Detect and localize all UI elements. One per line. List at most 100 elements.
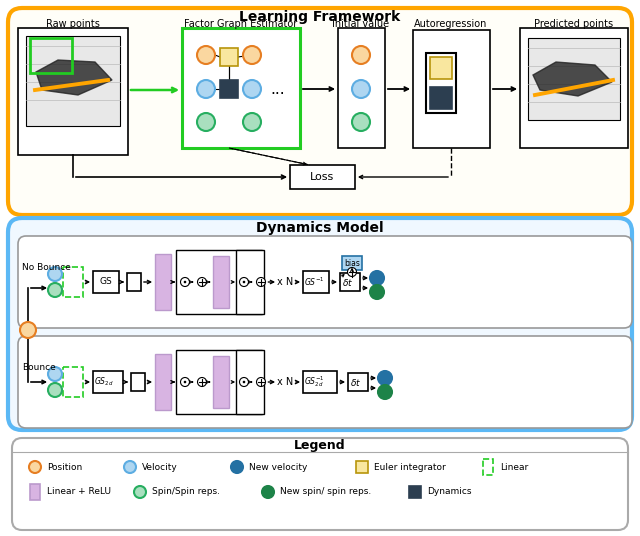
Bar — [176, 350, 262, 414]
Polygon shape — [36, 60, 112, 95]
Bar — [356, 461, 368, 473]
Bar — [182, 28, 300, 148]
Circle shape — [48, 267, 62, 281]
Bar — [213, 356, 229, 408]
Circle shape — [231, 461, 243, 473]
Text: Legend: Legend — [294, 440, 346, 452]
Bar — [26, 36, 120, 126]
Bar — [30, 484, 40, 500]
Bar — [63, 367, 83, 397]
Text: Learning Framework: Learning Framework — [239, 10, 401, 24]
Bar — [430, 87, 452, 109]
Text: New spin/ spin reps.: New spin/ spin reps. — [280, 488, 371, 496]
Circle shape — [243, 113, 261, 131]
Text: $GS^{-1}$: $GS^{-1}$ — [304, 276, 324, 288]
Bar — [213, 256, 229, 308]
Bar — [342, 256, 362, 270]
Circle shape — [243, 46, 261, 64]
Circle shape — [124, 461, 136, 473]
Circle shape — [20, 322, 36, 338]
Text: Autoregression: Autoregression — [414, 19, 488, 29]
Circle shape — [48, 283, 62, 297]
Circle shape — [29, 461, 41, 473]
Text: New velocity: New velocity — [249, 463, 307, 472]
Text: Predicted points: Predicted points — [534, 19, 614, 29]
Text: x N: x N — [277, 277, 293, 287]
Bar — [413, 30, 490, 148]
Text: Position: Position — [47, 463, 83, 472]
Circle shape — [243, 381, 245, 383]
Circle shape — [198, 278, 207, 287]
Text: No Bounce: No Bounce — [22, 264, 71, 272]
Circle shape — [378, 371, 392, 385]
Text: x N: x N — [277, 377, 293, 387]
Text: $\delta t$: $\delta t$ — [350, 376, 362, 388]
Circle shape — [352, 80, 370, 98]
Bar — [303, 371, 337, 393]
Text: Linear: Linear — [500, 463, 528, 472]
Bar — [483, 459, 493, 475]
Text: Loss: Loss — [310, 172, 334, 182]
Bar — [520, 28, 628, 148]
Text: $GS_{2d}^{-1}$: $GS_{2d}^{-1}$ — [304, 375, 324, 390]
Bar — [131, 373, 145, 391]
Bar — [236, 350, 264, 414]
Circle shape — [257, 377, 266, 386]
Circle shape — [243, 80, 261, 98]
Circle shape — [197, 113, 215, 131]
FancyBboxPatch shape — [8, 218, 632, 430]
Circle shape — [48, 383, 62, 397]
FancyBboxPatch shape — [18, 336, 632, 428]
Text: GS: GS — [100, 278, 113, 287]
Circle shape — [180, 278, 189, 287]
Bar — [155, 354, 171, 410]
Circle shape — [243, 281, 245, 284]
Bar — [338, 28, 385, 148]
Circle shape — [352, 113, 370, 131]
Bar — [340, 273, 360, 291]
Bar — [30, 38, 72, 73]
Text: Spin/Spin reps.: Spin/Spin reps. — [152, 488, 220, 496]
Text: ...: ... — [271, 81, 285, 96]
Text: Velocity: Velocity — [142, 463, 178, 472]
Circle shape — [197, 80, 215, 98]
Bar — [348, 373, 368, 391]
FancyBboxPatch shape — [12, 438, 628, 530]
Text: Dynamics Model: Dynamics Model — [256, 221, 384, 235]
Circle shape — [180, 377, 189, 386]
Circle shape — [370, 285, 384, 299]
Bar — [127, 273, 141, 291]
Bar — [176, 250, 262, 314]
Bar — [426, 53, 456, 113]
Text: Linear + ReLU: Linear + ReLU — [47, 488, 111, 496]
Text: $\delta t$: $\delta t$ — [342, 277, 353, 287]
Text: Bounce: Bounce — [22, 363, 56, 373]
Text: Factor Graph Estimator: Factor Graph Estimator — [184, 19, 298, 29]
Circle shape — [197, 46, 215, 64]
Circle shape — [48, 367, 62, 381]
Bar — [430, 57, 452, 79]
Text: Initial value: Initial value — [332, 19, 390, 29]
Circle shape — [198, 377, 207, 386]
Circle shape — [378, 385, 392, 399]
Circle shape — [370, 271, 384, 285]
Bar — [409, 486, 421, 498]
Bar — [220, 80, 238, 98]
FancyBboxPatch shape — [18, 236, 632, 328]
Text: Raw points: Raw points — [46, 19, 100, 29]
FancyBboxPatch shape — [8, 8, 632, 215]
Circle shape — [239, 377, 248, 386]
Bar — [63, 267, 83, 297]
Bar — [220, 48, 238, 66]
Polygon shape — [533, 62, 612, 96]
Bar — [18, 28, 128, 155]
Bar — [93, 271, 119, 293]
Circle shape — [257, 278, 266, 287]
Text: Euler integrator: Euler integrator — [374, 463, 445, 472]
Circle shape — [262, 486, 274, 498]
Text: $GS_{2d}$: $GS_{2d}$ — [94, 376, 113, 388]
Circle shape — [348, 267, 356, 277]
Circle shape — [134, 486, 146, 498]
Text: Dynamics: Dynamics — [427, 488, 472, 496]
Circle shape — [352, 46, 370, 64]
